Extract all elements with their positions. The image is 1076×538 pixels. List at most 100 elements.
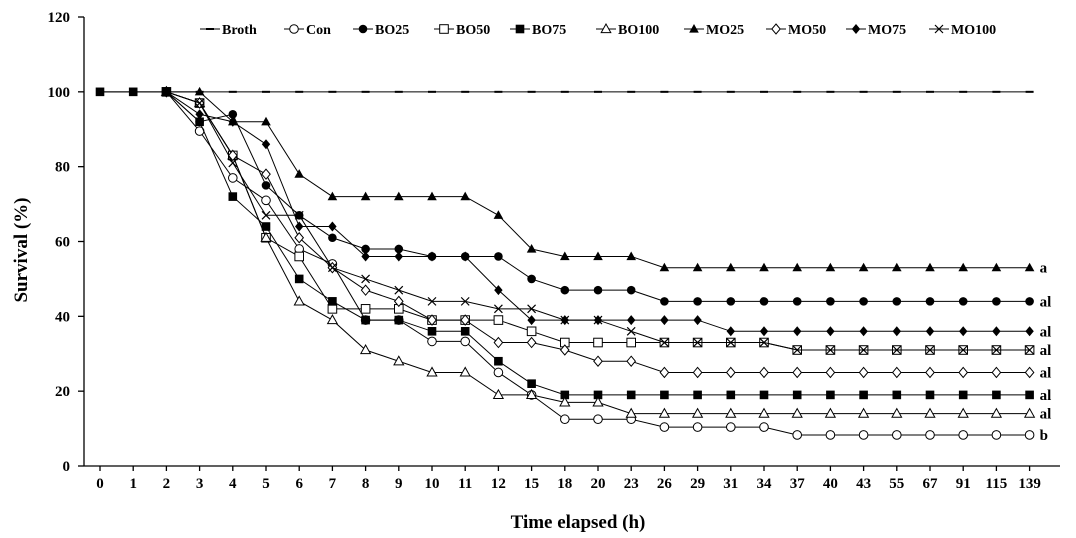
data-point-bo100	[791, 407, 803, 418]
data-point-bo25	[958, 297, 968, 306]
data-point-mo75	[660, 315, 669, 326]
data-point-mo100	[394, 285, 404, 295]
series-line-con	[166, 91, 1030, 436]
data-point-mo100	[560, 315, 570, 325]
data-point-mo50	[593, 355, 603, 368]
data-point-bo100	[592, 396, 604, 407]
data-point-mo100	[693, 338, 703, 347]
data-point-mo75	[859, 326, 868, 337]
legend-marker-mo50	[771, 23, 781, 35]
data-point-mo25	[261, 116, 271, 126]
data-point-mo25	[991, 262, 1002, 272]
x-tick-label: 7	[329, 476, 337, 492]
legend-marker-bo50	[439, 24, 449, 34]
data-point-mo100	[892, 345, 902, 355]
data-point-bo50	[626, 337, 637, 348]
x-tick-label: 18	[557, 476, 572, 492]
x-tick-label: 0	[96, 476, 104, 492]
x-tick-label: 23	[624, 476, 639, 492]
legend-label-mo50: MO50	[788, 23, 826, 38]
data-point-mo25	[692, 262, 703, 272]
data-point-mo25	[726, 262, 736, 272]
x-tick-label: 9	[395, 476, 403, 492]
data-point-bo25	[626, 285, 636, 295]
legend-label-bo100: BO100	[618, 23, 659, 38]
data-point-bo75	[361, 315, 370, 325]
legend-marker-mo100	[934, 24, 944, 34]
x-tick-label: 3	[196, 476, 204, 492]
data-point-bo100	[990, 407, 1003, 418]
data-point-mo25	[360, 191, 371, 201]
data-point-con	[427, 336, 437, 347]
data-point-con	[659, 422, 670, 432]
series-bo50	[161, 87, 1035, 355]
data-point-mo75	[494, 285, 503, 296]
data-point-mo25	[792, 262, 802, 272]
data-point-mo75	[228, 116, 237, 127]
x-tick-label: 29	[690, 476, 705, 492]
legend-label-mo100: MO100	[951, 23, 996, 38]
data-point-con	[792, 430, 803, 440]
legend-item-bo25: BO25	[353, 23, 409, 38]
series-mo75	[162, 86, 1034, 337]
data-point-mo50	[559, 344, 570, 356]
data-point-bo50	[327, 304, 338, 314]
legend-marker-bo75	[515, 24, 525, 34]
x-tick-label: 115	[986, 476, 1008, 492]
data-point-mo25	[427, 191, 437, 201]
series-line-mo25	[166, 91, 1030, 269]
data-point-bo100	[691, 407, 704, 418]
data-point-mo100	[460, 296, 470, 306]
y-tick-label: 40	[55, 309, 70, 325]
data-point-bo25	[859, 297, 868, 306]
data-point-bo75	[593, 390, 603, 400]
data-point-mo50	[692, 366, 703, 379]
data-point-bo75	[792, 390, 802, 400]
data-point-mo25	[327, 191, 338, 201]
data-point-bo75	[958, 390, 968, 400]
data-point-mo100	[228, 158, 238, 168]
data-point-con	[892, 430, 902, 440]
x-tick-label: 37	[790, 476, 806, 492]
data-point-con	[261, 195, 271, 206]
data-point-bo100	[559, 396, 571, 407]
data-point-mo75	[992, 326, 1001, 337]
data-point-bo25	[228, 109, 238, 119]
data-point-bo75	[925, 390, 935, 400]
end-label-mo50: al	[1040, 365, 1052, 381]
x-tick-label: 55	[889, 476, 904, 492]
series-mo50	[161, 86, 1035, 379]
data-point-bo75	[294, 274, 304, 284]
data-point-bo25	[527, 274, 536, 284]
data-point-mo50	[626, 355, 637, 368]
data-point-bo75	[892, 390, 902, 400]
data-point-mo25	[560, 251, 570, 261]
data-point-bo100	[260, 231, 272, 242]
y-axis-title: Survival (%)	[11, 197, 32, 302]
y-tick-label: 80	[55, 160, 70, 176]
data-point-mo75	[959, 326, 968, 337]
data-point-con	[460, 336, 471, 347]
data-point-mo100	[726, 338, 736, 347]
data-point-mo75	[826, 326, 835, 337]
data-point-mo25	[194, 86, 205, 96]
data-point-mo100	[361, 274, 371, 284]
data-point-mo75	[627, 315, 636, 326]
data-point-bo25	[826, 297, 835, 306]
x-tick-label: 20	[591, 476, 606, 492]
data-point-bo100	[326, 314, 339, 325]
data-point-mo25	[825, 262, 836, 272]
data-point-bo25	[992, 297, 1001, 306]
legend-item-bo100: BO100	[596, 22, 659, 38]
data-point-mo50	[360, 284, 371, 296]
data-point-bo75	[759, 390, 769, 400]
data-point-mo100	[593, 315, 603, 325]
data-point-mo50	[925, 366, 935, 379]
data-point-mo50	[427, 314, 437, 326]
x-tick-label: 8	[362, 476, 370, 492]
data-point-mo25	[493, 210, 504, 219]
data-point-bo100	[824, 407, 837, 418]
plot-series	[95, 85, 1036, 440]
legend-item-bo50: BO50	[434, 23, 490, 38]
end-label-mo75: al	[1040, 324, 1052, 340]
